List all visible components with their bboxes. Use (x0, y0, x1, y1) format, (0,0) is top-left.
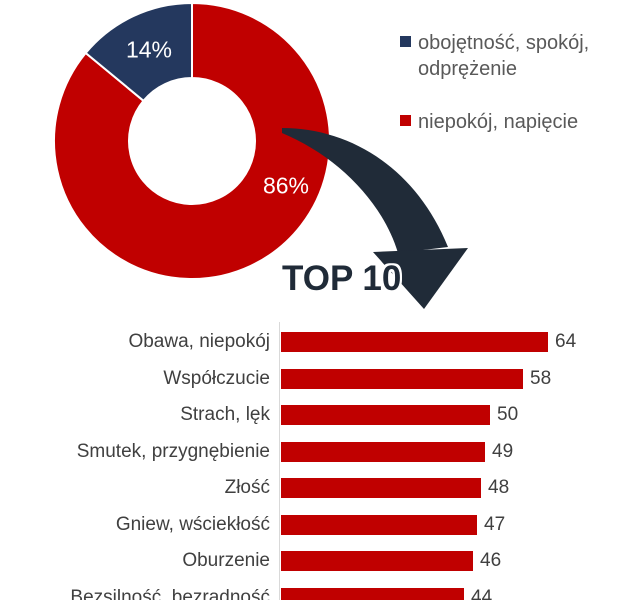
bar-rect (281, 478, 481, 499)
donut-slices (53, 2, 331, 280)
bar-value-label: 58 (530, 367, 552, 389)
top10-title: TOP 10 (282, 259, 402, 298)
bar-category-label: Złość (224, 477, 270, 499)
bar-rect (281, 514, 477, 535)
legend-item-1: niepokój, napięcie (400, 109, 615, 135)
top10-bar-chart: Obawa, niepokój 64 Współczucie 58 Strach, lę… (0, 324, 640, 600)
bar-category-label: Gniew, wściekłość (115, 513, 270, 535)
legend-label-0: obojętność, spokój, odprężenie (418, 32, 590, 80)
bar-rect (281, 405, 490, 426)
bar-rect (281, 368, 523, 389)
bar-row-5: Gniew, wściekłość 47 (0, 507, 640, 544)
bar-rect (281, 441, 485, 462)
legend-item-0: obojętność, spokój, odprężenie (400, 30, 615, 82)
bar-category-label: Strach, lęk (180, 404, 270, 426)
bar-row-2: Strach, lęk 50 (0, 397, 640, 434)
bar-row-4: Złość 48 (0, 470, 640, 507)
bar-value-label: 47 (484, 513, 506, 535)
bar-row-1: Współczucie 58 (0, 361, 640, 398)
bar-value-label: 44 (471, 586, 493, 600)
bar-row-3: Smutek, przygnębienie 49 (0, 434, 640, 471)
bar-value-label: 46 (480, 550, 502, 572)
bar-value-label: 64 (555, 331, 577, 353)
bar-category-label: Współczucie (163, 367, 270, 389)
bar-rect (281, 332, 548, 353)
bar-rect (281, 551, 473, 572)
donut-label-86pct: 86% (262, 172, 310, 199)
bar-category-label: Obawa, niepokój (128, 331, 270, 353)
bar-category-label: Bezsilność, bezradność (70, 586, 270, 600)
bar-row-6: Oburzenie 46 (0, 543, 640, 580)
bar-row-0: Obawa, niepokój 64 (0, 324, 640, 361)
bar-category-label: Oburzenie (182, 550, 270, 572)
donut-slice-1 (84, 2, 193, 102)
bar-category-label: Smutek, przygnębienie (76, 440, 270, 462)
donut-chart (53, 2, 331, 280)
bar-value-label: 48 (488, 477, 510, 499)
bar-chart-axis-line (279, 322, 280, 600)
donut-legend: obojętność, spokój, odprężenie niepokój, … (400, 30, 615, 162)
bar-row-7: Bezsilność, bezradność 44 (0, 580, 640, 600)
donut-label-14pct: 14% (125, 36, 173, 63)
legend-marker-0 (400, 36, 411, 47)
bar-value-label: 49 (492, 440, 514, 462)
legend-label-1: niepokój, napięcie (418, 111, 579, 133)
bar-rect (281, 587, 464, 600)
bar-value-label: 50 (497, 404, 519, 426)
legend-marker-1 (400, 115, 411, 126)
